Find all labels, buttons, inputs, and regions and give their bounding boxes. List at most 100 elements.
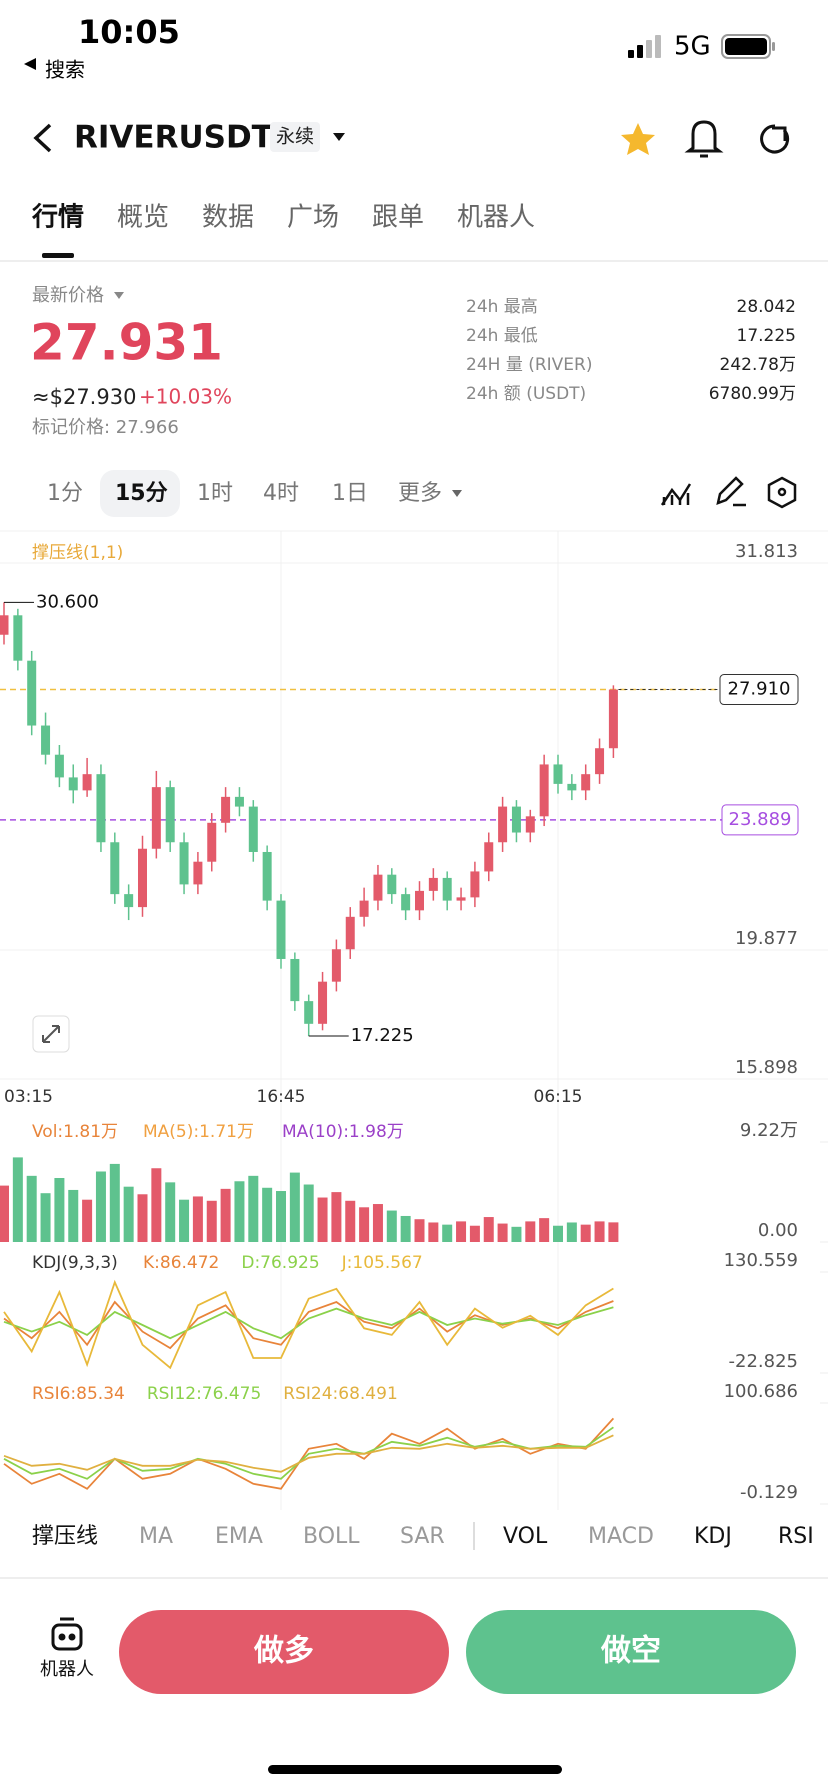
symbol[interactable]: RIVERUSDT <box>74 120 273 156</box>
signal <box>628 35 661 58</box>
candle-body <box>553 764 563 784</box>
share[interactable] <box>760 124 790 154</box>
x-tick-label: 06:15 <box>534 1087 583 1107</box>
legend-entry: RSI12:76.475 <box>147 1384 261 1404</box>
volume-bar <box>68 1189 79 1242</box>
volume-bar <box>553 1225 563 1242</box>
candle-body <box>276 900 286 959</box>
volume-bar <box>137 1194 148 1242</box>
indicator-line <box>3 1306 614 1340</box>
timeframe[interactable]: 15分 <box>115 481 168 506</box>
support-label-box <box>721 804 799 836</box>
candle-body <box>221 796 231 823</box>
volume-bar <box>82 1199 93 1242</box>
tab-bar: 行情 概览 数据 广场 跟单 机器人 <box>31 202 535 233</box>
candle-body <box>151 787 161 849</box>
back-button[interactable] <box>33 123 52 153</box>
stat-value: 17.225 <box>737 326 796 346</box>
more-caret[interactable] <box>452 490 462 497</box>
volume-bar <box>206 1200 217 1242</box>
timeframe[interactable]: 1分 <box>47 481 83 506</box>
robot-icon[interactable] <box>51 1617 83 1651</box>
high-label: 30.600 <box>36 591 99 612</box>
status-back[interactable]: 搜索 <box>45 58 85 82</box>
indicator-tab[interactable]: VOL <box>503 1524 548 1549</box>
short-button[interactable] <box>466 1610 796 1694</box>
candle-body <box>304 1001 314 1024</box>
candle-body <box>179 842 189 885</box>
expand[interactable] <box>32 1015 70 1053</box>
stat-label: 24h 最高 <box>466 297 538 317</box>
indicator-line <box>3 1279 614 1370</box>
candle-body <box>498 806 508 843</box>
tab[interactable]: 机器人 <box>457 203 535 233</box>
candle-body <box>41 725 51 755</box>
tab[interactable]: 跟单 <box>372 203 424 233</box>
candle-body <box>428 877 438 891</box>
price-label: 最新价格 <box>32 285 104 306</box>
legend-entry: MA(5):1.71万 <box>143 1122 254 1142</box>
indicator-tab[interactable]: KDJ <box>694 1524 732 1549</box>
price-label: 27.910 <box>728 679 791 700</box>
timeframe[interactable]: 4时 <box>263 481 299 506</box>
stat-value: 242.78万 <box>720 355 796 375</box>
long-button[interactable] <box>119 1610 449 1694</box>
robot-label[interactable]: 机器人 <box>40 1659 94 1680</box>
y-tick-label: 0.00 <box>758 1220 798 1241</box>
volume-bar <box>220 1188 231 1242</box>
indicator-tab[interactable]: MACD <box>588 1524 654 1549</box>
status-time: 10:05 <box>78 13 180 51</box>
volume-bar <box>40 1193 51 1242</box>
volume-bar <box>165 1182 176 1242</box>
candle-body <box>470 871 480 898</box>
candle-body <box>262 851 272 901</box>
timeframe[interactable]: 1时 <box>197 481 233 506</box>
mark-price: 标记价格: 27.966 <box>32 417 179 438</box>
candle-body <box>539 764 549 817</box>
indicator-tab[interactable]: 撑压线 <box>32 1524 98 1549</box>
network: 5G <box>674 32 711 62</box>
candle-body <box>456 897 466 901</box>
candle-body <box>124 894 134 908</box>
price-label-box <box>719 674 799 706</box>
candle-body <box>567 783 577 791</box>
indicator-tab[interactable]: EMA <box>215 1524 263 1549</box>
candle-body <box>0 615 9 635</box>
indicator-tab[interactable]: BOLL <box>303 1524 360 1549</box>
long-label[interactable]: 做多 <box>253 1634 314 1669</box>
volume-bar <box>12 1157 23 1242</box>
timeframe[interactable]: 1日 <box>332 481 368 506</box>
symbol-caret[interactable] <box>333 133 345 141</box>
bell[interactable] <box>684 120 724 158</box>
charts: 03:15 16:45 06:15 31.813 19.877 15.898 撑压线(1,1… <box>0 531 828 1510</box>
candle-body <box>387 874 397 895</box>
volume-bar <box>594 1221 605 1242</box>
volume-bar <box>497 1223 508 1242</box>
candle-body <box>13 615 23 661</box>
candle-body <box>193 861 203 885</box>
y-tick-label: -22.825 <box>729 1351 798 1372</box>
volume-bar <box>400 1215 411 1242</box>
indicator-tab[interactable]: RSI <box>778 1524 814 1549</box>
timeframe[interactable]: 更多 <box>398 481 442 506</box>
favorite-star[interactable] <box>621 123 655 155</box>
volume-bar <box>345 1200 356 1242</box>
candle-body <box>207 822 217 862</box>
badge-bg <box>270 122 320 152</box>
candle-body <box>290 958 300 1002</box>
tab[interactable]: 行情 <box>31 202 84 233</box>
tab[interactable]: 概览 <box>117 203 169 233</box>
chart-tools[interactable] <box>660 476 797 509</box>
tab[interactable]: 数据 <box>202 203 254 233</box>
short-label[interactable]: 做空 <box>600 1634 661 1669</box>
tab[interactable]: 广场 <box>287 203 339 233</box>
indicator-title: 撑压线(1,1) <box>32 543 123 563</box>
volume-bar <box>331 1192 342 1242</box>
indicator-tabs: 撑压线 MA EMA BOLL SAR VOL MACD KDJ RSI <box>32 1524 814 1549</box>
indicator-tab[interactable]: MA <box>139 1524 173 1549</box>
indicator-tab[interactable]: SAR <box>400 1524 445 1549</box>
price-label-caret[interactable] <box>114 292 124 299</box>
volume-bar <box>95 1171 106 1242</box>
volume-bar <box>289 1172 300 1242</box>
